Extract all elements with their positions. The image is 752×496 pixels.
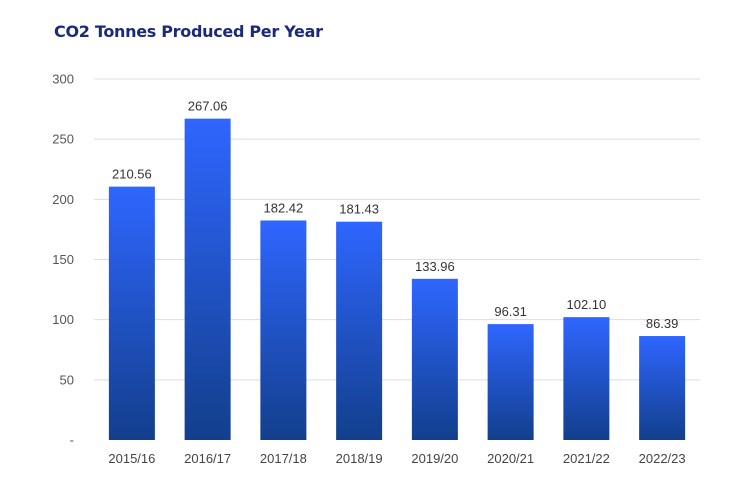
x-category-label: 2015/16 [108, 451, 155, 466]
chart-title: CO2 Tonnes Produced Per Year [54, 22, 323, 41]
bar [336, 221, 383, 440]
x-category-label: 2016/17 [184, 451, 231, 466]
y-tick-label: 200 [52, 192, 74, 207]
y-tick-label: 100 [52, 312, 74, 327]
bar [639, 336, 686, 440]
data-label: 102.10 [566, 297, 606, 312]
x-category-label: 2017/18 [260, 451, 307, 466]
bar [563, 317, 610, 440]
data-label: 267.06 [188, 99, 228, 114]
bar [260, 220, 307, 440]
y-axis-ticks: - 50 100 150 200 250 300 [52, 72, 74, 448]
y-tick-label: 50 [60, 372, 74, 387]
y-tick-label: 250 [52, 132, 74, 147]
x-category-label: 2019/20 [411, 451, 458, 466]
bar [184, 118, 231, 440]
x-category-label: 2021/22 [563, 451, 610, 466]
data-label: 210.56 [112, 167, 152, 182]
data-label: 86.39 [646, 316, 679, 331]
data-label: 133.96 [415, 259, 455, 274]
bar [108, 186, 155, 440]
x-category-label: 2020/21 [487, 451, 534, 466]
x-axis-categories: 2015/16 2016/17 2017/18 2018/19 2019/20 2020/… [108, 451, 685, 466]
bar [487, 324, 534, 440]
y-tick-label: 150 [52, 252, 74, 267]
data-label: 182.42 [263, 200, 303, 215]
bars [108, 118, 686, 440]
data-labels: 210.56 267.06 182.42 181.43 133.96 96.31 102.1… [112, 99, 678, 331]
bar [411, 278, 458, 440]
data-label: 181.43 [339, 202, 379, 217]
y-tick-label: 300 [52, 72, 74, 87]
data-label: 96.31 [494, 304, 527, 319]
x-category-label: 2018/19 [336, 451, 383, 466]
x-category-label: 2022/23 [639, 451, 686, 466]
y-tick-label: - [70, 433, 74, 448]
